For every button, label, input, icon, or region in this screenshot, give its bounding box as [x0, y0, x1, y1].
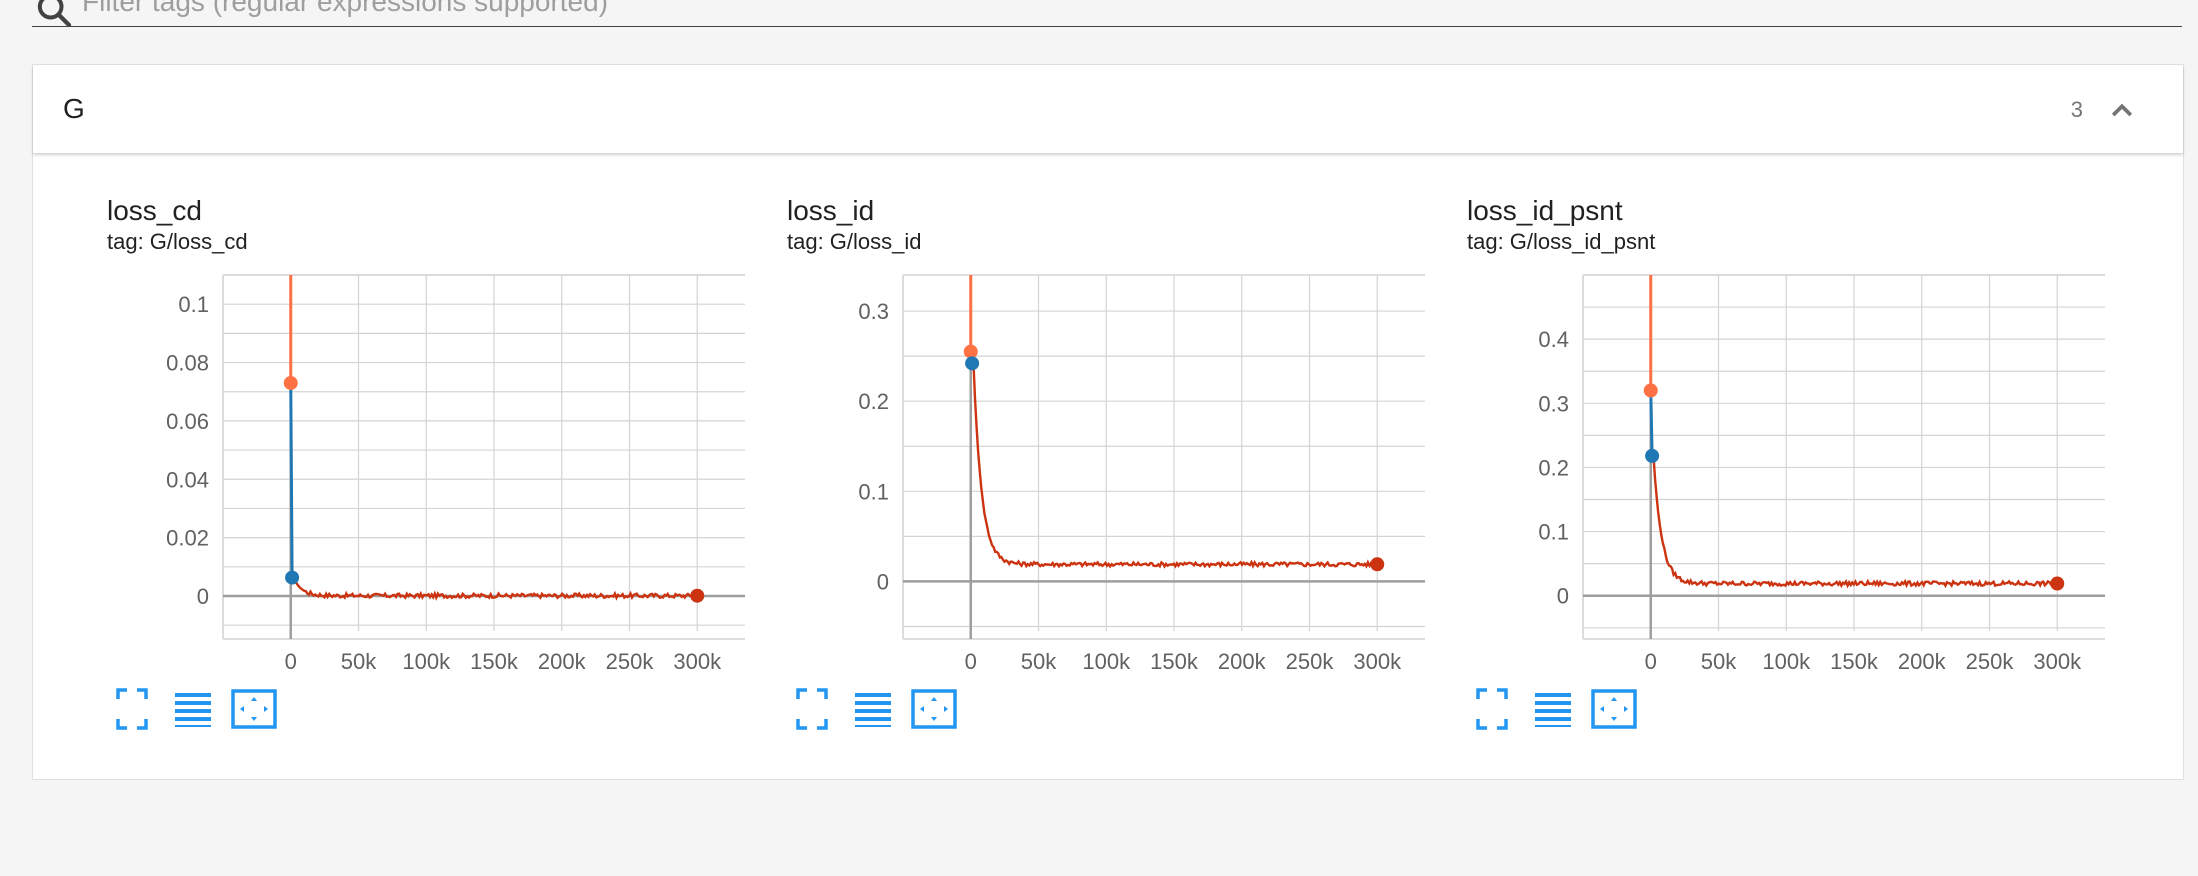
tag-group-header[interactable]: G 3	[33, 65, 2183, 153]
data-point-orange	[963, 344, 978, 359]
tag-filter-bar	[32, 0, 2182, 28]
fullscreen-icon[interactable]	[115, 687, 149, 731]
toggle-y-log-icon[interactable]	[853, 687, 893, 731]
x-tick-label: 300k	[1353, 649, 1402, 674]
line-chart[interactable]: 0 50k 100k 150k 200k 250k 300k 0 0.1 0.2 0.3 0.4	[1425, 65, 2105, 675]
search-icon	[37, 0, 72, 28]
x-tick-label: 100k	[1762, 649, 1811, 674]
tag-group-card: G 3 loss_cd tag: G/loss_cd 0 50k 100k 150k 2…	[32, 64, 2184, 780]
series-raw-line	[1652, 455, 2058, 588]
fullscreen-icon[interactable]	[795, 687, 829, 731]
chart-panel-loss-id-psnt: loss_id_psnt tag: G/loss_id_psnt 0 50k 100…	[1425, 65, 2105, 779]
fit-domain-icon[interactable]	[231, 687, 277, 731]
chart-panel-loss-id: loss_id tag: G/loss_id 0 50k 100k 150k 200k 2…	[745, 65, 1425, 779]
x-tick-label: 200k	[1218, 649, 1267, 674]
chevron-up-icon[interactable]	[2107, 95, 2137, 125]
toggle-y-log-icon[interactable]	[1533, 687, 1573, 731]
fullscreen-icon[interactable]	[1475, 687, 1509, 731]
y-tick-label: 0.1	[178, 292, 209, 317]
x-tick-label: 50k	[341, 649, 377, 674]
series-line-blue	[1649, 390, 1654, 456]
toggle-y-log-icon[interactable]	[173, 687, 213, 731]
chart-title: loss_id	[787, 195, 875, 226]
line-chart[interactable]: 0 50k 100k 150k 200k 250k 300k 0 0.02 0.04 0.06 0.0…	[65, 65, 745, 675]
data-point-red	[2050, 576, 2065, 591]
y-tick-label: 0.08	[166, 351, 209, 376]
data-point-blue	[965, 356, 980, 371]
y-tick-label: 0.06	[166, 409, 209, 434]
series-line-blue	[289, 382, 294, 578]
data-point-orange	[1643, 383, 1658, 398]
chart-tag: tag: G/loss_id	[787, 229, 922, 254]
x-tick-label: 250k	[1286, 649, 1335, 674]
chart-panel-loss-cd: loss_cd tag: G/loss_cd 0 50k 100k 150k 200k 2…	[65, 65, 745, 779]
x-tick-label: 250k	[1966, 649, 2015, 674]
x-tick-label: 300k	[2033, 649, 2082, 674]
y-tick-label: 0	[877, 569, 889, 594]
x-tick-label: 150k	[470, 649, 519, 674]
y-tick-label: 0.3	[858, 299, 889, 324]
series-line-red	[292, 577, 699, 602]
x-tick-label: 50k	[1701, 649, 1737, 674]
x-tick-label: 0	[965, 649, 977, 674]
data-point-blue	[1645, 448, 1660, 463]
y-tick-label: 0.2	[1538, 455, 1569, 480]
x-tick-label: 100k	[402, 649, 451, 674]
y-tick-label: 0	[197, 584, 209, 609]
x-tick-label: 200k	[538, 649, 587, 674]
chart-title: loss_id_psnt	[1467, 195, 1623, 226]
fit-domain-icon[interactable]	[1591, 687, 1637, 731]
line-chart[interactable]: 0 50k 100k 150k 200k 250k 300k 0 0.1 0.2 0.3	[745, 65, 1425, 675]
x-tick-label: 0	[1645, 649, 1657, 674]
y-tick-label: 0.3	[1538, 391, 1569, 416]
chart-tag: tag: G/loss_cd	[107, 229, 248, 254]
y-tick-label: 0.02	[166, 526, 209, 551]
data-point-orange	[283, 375, 298, 390]
x-tick-label: 150k	[1830, 649, 1879, 674]
x-tick-label: 0	[285, 649, 297, 674]
fit-domain-icon[interactable]	[911, 687, 957, 731]
y-tick-label: 0.04	[166, 467, 209, 492]
x-tick-label: 300k	[673, 649, 722, 674]
x-tick-label: 150k	[1150, 649, 1199, 674]
data-point-blue	[285, 570, 300, 585]
data-point-red	[690, 588, 705, 603]
x-tick-label: 200k	[1898, 649, 1947, 674]
chart-tag: tag: G/loss_id_psnt	[1467, 229, 1656, 254]
y-tick-label: 0.1	[1538, 520, 1569, 545]
tag-group-title: G	[63, 93, 85, 124]
y-tick-label: 0.2	[858, 389, 889, 414]
tag-filter-input[interactable]	[80, 0, 1884, 18]
y-tick-label: 0	[1557, 584, 1569, 609]
data-point-red	[1370, 557, 1385, 572]
y-tick-label: 0.1	[858, 479, 889, 504]
x-tick-label: 100k	[1082, 649, 1131, 674]
series-line-red	[972, 363, 1379, 569]
x-tick-label: 50k	[1021, 649, 1057, 674]
series-line-red	[1652, 455, 2059, 589]
y-tick-label: 0.4	[1538, 327, 1569, 352]
x-tick-label: 250k	[606, 649, 655, 674]
chart-title: loss_cd	[107, 195, 202, 226]
tag-group-count: 3	[2070, 97, 2083, 122]
